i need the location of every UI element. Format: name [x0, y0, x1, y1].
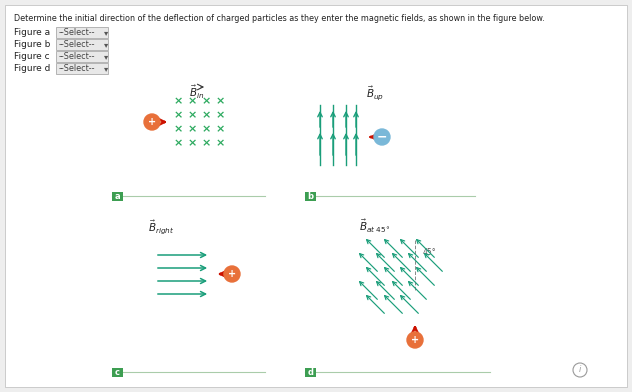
Text: d: d — [308, 368, 313, 377]
Text: −: − — [377, 131, 387, 143]
Text: Determine the initial direction of the deflection of charged particles as they e: Determine the initial direction of the d… — [14, 14, 545, 23]
Text: ×: × — [216, 138, 225, 148]
Text: +: + — [411, 335, 419, 345]
Text: --Select--: --Select-- — [59, 28, 95, 37]
Text: ×: × — [173, 110, 183, 120]
FancyBboxPatch shape — [56, 63, 108, 74]
Text: ×: × — [173, 96, 183, 106]
FancyBboxPatch shape — [305, 368, 316, 377]
Text: $\vec{B}_{at\ 45°}$: $\vec{B}_{at\ 45°}$ — [360, 218, 391, 235]
Text: +: + — [228, 269, 236, 279]
Text: ×: × — [202, 124, 210, 134]
Text: ▾: ▾ — [104, 28, 108, 37]
Text: $\vec{B}_{up}$: $\vec{B}_{up}$ — [366, 84, 384, 102]
Text: ×: × — [202, 96, 210, 106]
Text: 45°: 45° — [423, 248, 437, 257]
Text: ×: × — [173, 124, 183, 134]
Circle shape — [407, 332, 423, 348]
Text: ×: × — [216, 96, 225, 106]
Text: Figure c: Figure c — [14, 52, 50, 61]
Text: ×: × — [187, 110, 197, 120]
Text: $\vec{B}_{right}$: $\vec{B}_{right}$ — [148, 218, 174, 236]
Text: Figure d: Figure d — [14, 64, 51, 73]
Text: ×: × — [173, 138, 183, 148]
Text: Figure b: Figure b — [14, 40, 51, 49]
Text: ▾: ▾ — [104, 64, 108, 73]
Text: ×: × — [187, 96, 197, 106]
FancyBboxPatch shape — [112, 192, 123, 201]
Text: ×: × — [202, 110, 210, 120]
Text: --Select--: --Select-- — [59, 64, 95, 73]
Text: a: a — [114, 192, 120, 201]
Text: ×: × — [187, 138, 197, 148]
Text: ▾: ▾ — [104, 40, 108, 49]
Circle shape — [224, 266, 240, 282]
Text: +: + — [148, 117, 156, 127]
Text: ×: × — [187, 124, 197, 134]
FancyBboxPatch shape — [56, 51, 108, 62]
Circle shape — [144, 114, 160, 130]
Text: ×: × — [202, 138, 210, 148]
Circle shape — [374, 129, 390, 145]
FancyBboxPatch shape — [56, 27, 108, 38]
Text: c: c — [115, 368, 120, 377]
Text: --Select--: --Select-- — [59, 52, 95, 61]
Text: Figure a: Figure a — [14, 28, 50, 37]
Text: ×: × — [216, 110, 225, 120]
FancyBboxPatch shape — [56, 39, 108, 50]
FancyBboxPatch shape — [112, 368, 123, 377]
Text: i: i — [579, 365, 581, 374]
Text: ×: × — [216, 124, 225, 134]
FancyBboxPatch shape — [305, 192, 316, 201]
Text: --Select--: --Select-- — [59, 40, 95, 49]
Text: $\vec{B}_{in}$: $\vec{B}_{in}$ — [190, 84, 205, 101]
Text: ▾: ▾ — [104, 52, 108, 61]
Text: b: b — [308, 192, 313, 201]
